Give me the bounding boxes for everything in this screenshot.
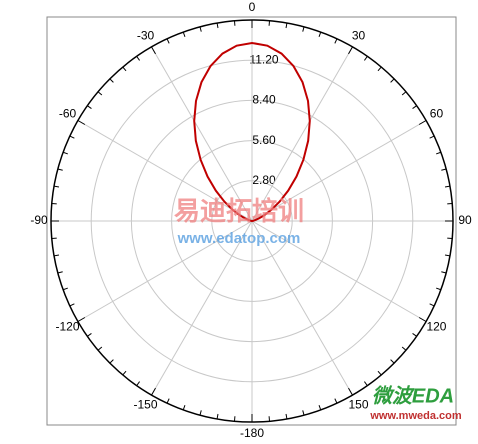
minor-tick: [377, 370, 382, 376]
minor-tick: [436, 151, 442, 155]
minor-tick: [109, 359, 114, 364]
r-tick-label: 11.20: [249, 52, 278, 66]
angle-tick-label: -30: [137, 29, 155, 43]
minor-tick: [166, 398, 170, 404]
minor-tick: [151, 387, 156, 396]
minor-tick: [151, 46, 156, 55]
minor-tick: [377, 66, 382, 72]
minor-tick: [122, 370, 127, 376]
minor-tick: [436, 287, 442, 291]
angle-tick-label: -60: [59, 107, 77, 121]
minor-tick: [364, 381, 368, 386]
minor-tick: [136, 381, 140, 386]
watermark: 易迪拓培训: [174, 196, 304, 226]
angle-tick-label: 120: [426, 320, 446, 334]
minor-tick: [182, 31, 186, 37]
minor-tick: [216, 413, 219, 420]
angle-tick-label: -180: [240, 426, 264, 440]
minor-tick: [97, 346, 103, 351]
watermark: www.mweda.com: [369, 410, 462, 422]
plot-frame: [46, 16, 457, 426]
minor-tick: [318, 31, 322, 37]
minor-tick: [441, 168, 447, 171]
grid-spoke: [77, 220, 253, 322]
watermark: 微波EDA: [372, 384, 454, 407]
minor-tick: [69, 303, 75, 307]
minor-tick: [87, 105, 92, 109]
minor-tick: [53, 254, 60, 257]
minor-tick: [216, 22, 219, 29]
minor-tick: [302, 26, 305, 32]
minor-tick: [199, 410, 202, 416]
minor-tick: [182, 405, 186, 411]
minor-tick: [136, 56, 140, 61]
angle-tick-label: 90: [458, 213, 472, 227]
angle-tick-label: 150: [348, 398, 368, 412]
minor-tick: [390, 359, 395, 364]
r-tick-label: 2.80: [252, 173, 276, 187]
grid-spoke: [251, 46, 353, 222]
marks: [193, 41, 311, 223]
minor-tick: [334, 38, 338, 44]
minor-tick: [57, 168, 63, 171]
minor-tick: [418, 317, 427, 322]
minor-tick: [412, 333, 417, 337]
minor-tick: [77, 120, 86, 125]
minor-tick: [53, 185, 60, 188]
minor-tick: [418, 120, 427, 125]
angle-tick-label: 60: [430, 107, 444, 121]
minor-tick: [429, 135, 435, 139]
angle-tick-label: -120: [56, 320, 80, 334]
minor-tick: [57, 271, 63, 274]
minor-tick: [302, 410, 305, 416]
minor-tick: [199, 26, 202, 32]
minor-tick: [109, 78, 114, 83]
minor-tick: [166, 38, 170, 44]
minor-tick: [390, 78, 395, 83]
minor-tick: [401, 346, 407, 351]
minor-tick: [348, 46, 353, 55]
grid: 2.80 5.60 8.40 11.20 0 30 60 90 120 150 -180 -150 -1…: [30, 0, 472, 440]
r-tick-label: 8.40: [252, 93, 276, 107]
minor-tick: [334, 398, 338, 404]
minor-tick: [348, 387, 353, 396]
minor-tick: [285, 22, 288, 29]
minor-tick: [69, 135, 75, 139]
pattern-line: [193, 41, 311, 223]
minor-tick: [62, 151, 68, 155]
minor-tick: [87, 333, 92, 337]
grid-spoke: [251, 220, 353, 396]
r-tick-label: 5.60: [252, 133, 276, 147]
angle-tick-label: -150: [133, 398, 157, 412]
minor-tick: [401, 91, 407, 96]
minor-tick: [97, 91, 103, 96]
watermark: www.edatop.com: [177, 230, 301, 247]
minor-tick: [444, 254, 451, 257]
minor-tick: [441, 271, 447, 274]
grid-spoke: [251, 220, 427, 322]
grid-spoke: [151, 46, 253, 222]
minor-tick: [62, 287, 68, 291]
minor-tick: [318, 405, 322, 411]
angle-tick-label: -90: [30, 213, 48, 227]
grid-spoke: [151, 220, 253, 396]
angle-tick-label: 30: [352, 29, 366, 43]
minor-tick: [77, 317, 86, 322]
minor-tick: [429, 303, 435, 307]
angle-tick-label: 0: [249, 0, 256, 14]
minor-tick: [412, 105, 417, 109]
grid-spoke: [77, 120, 253, 222]
minor-tick: [364, 56, 368, 61]
minor-tick: [285, 413, 288, 420]
grid-spoke: [251, 120, 427, 222]
minor-tick: [122, 66, 127, 72]
minor-tick: [444, 185, 451, 188]
